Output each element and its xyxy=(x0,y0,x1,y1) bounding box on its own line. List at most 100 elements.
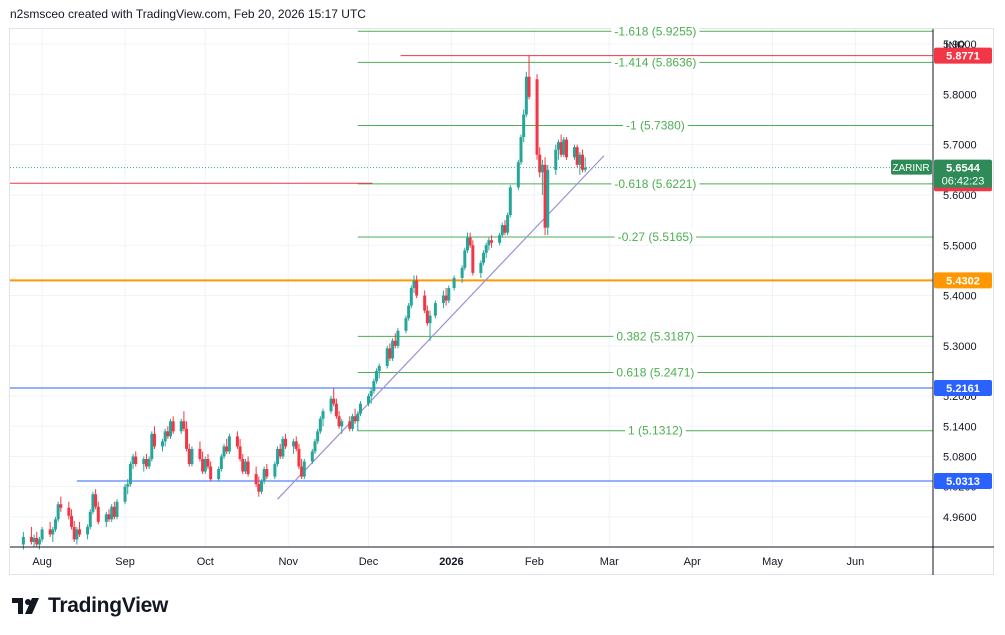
price-badge xyxy=(934,272,992,289)
price-tick-label: 4.9600 xyxy=(943,512,977,524)
fib-label-background xyxy=(625,423,686,438)
candle-body xyxy=(107,514,111,520)
fib-level-label: -1 (5.7380) xyxy=(626,119,685,133)
price-tick-label: 5.1400 xyxy=(943,421,977,433)
candle-body xyxy=(578,154,582,165)
time-tick-label: Nov xyxy=(278,556,298,568)
fib-extension-levels: -1.618 (5.9255) -1.414 (5.8636) -1 (5.7380… xyxy=(357,24,933,438)
chart-header: n2smsceo created with TradingView.com, F… xyxy=(10,7,366,21)
candle-body xyxy=(393,340,397,346)
candle-body xyxy=(292,441,296,447)
fib-level-label: -1.618 (5.9255) xyxy=(614,24,696,38)
price-badge-value: 5.8771 xyxy=(946,51,980,63)
candle-body xyxy=(353,416,357,422)
candle-body xyxy=(169,421,173,437)
candle-body xyxy=(506,215,510,233)
time-tick-label: Aug xyxy=(32,556,52,568)
tradingview-logo[interactable]: TradingView xyxy=(12,594,168,618)
price-badge xyxy=(934,472,992,489)
candle-body xyxy=(559,142,563,155)
candle-body xyxy=(524,76,528,115)
candle-body xyxy=(217,469,221,480)
candle-body xyxy=(254,474,258,485)
candle-body xyxy=(433,303,437,316)
current-price-value: 5.6544 xyxy=(946,163,981,175)
candle-body xyxy=(583,167,587,170)
candle-body xyxy=(356,413,360,422)
price-tick-label: 5.5000 xyxy=(943,240,977,252)
candle-body xyxy=(385,348,389,366)
candle-body xyxy=(316,431,320,442)
time-tick-label: 2026 xyxy=(439,556,463,568)
candle-body xyxy=(209,466,213,480)
candle-body xyxy=(163,431,167,442)
candle-body xyxy=(21,536,25,545)
fib-level-label: -0.27 (5.5165) xyxy=(618,230,693,244)
tradingview-logo-icon xyxy=(12,598,39,614)
bar-countdown: 06:42:23 xyxy=(942,176,985,188)
candle-body xyxy=(508,187,512,216)
candle-body xyxy=(388,348,392,359)
chart-grid xyxy=(10,29,933,547)
price-badge xyxy=(934,47,992,64)
candle-body xyxy=(144,458,148,467)
candle-body xyxy=(171,421,175,432)
candle-body xyxy=(482,252,486,263)
candle-body xyxy=(329,398,333,412)
candle-body xyxy=(160,441,164,447)
time-tick-label: Dec xyxy=(359,556,379,568)
candle-body xyxy=(503,225,507,233)
candle-body xyxy=(465,237,469,251)
candle-body xyxy=(412,280,416,288)
candle-body xyxy=(96,506,100,522)
candle-body xyxy=(112,506,116,517)
candle-body xyxy=(444,295,448,301)
fib-label-background xyxy=(614,229,697,244)
time-tick-label: Sep xyxy=(115,556,135,568)
candle-body xyxy=(94,494,98,507)
candle-body xyxy=(182,421,186,429)
price-tick-label: 5.8000 xyxy=(943,89,977,101)
candle-body xyxy=(126,484,130,487)
fib-label-background xyxy=(611,24,700,39)
candle-body xyxy=(59,504,63,508)
candle-body xyxy=(575,147,579,165)
candle-body xyxy=(564,139,568,158)
candle-body xyxy=(179,421,183,432)
candle-body xyxy=(142,458,146,465)
candle-body xyxy=(546,169,550,228)
candle-body xyxy=(527,76,531,97)
candle-body xyxy=(243,461,247,472)
candle-body xyxy=(340,421,344,427)
candle-body xyxy=(246,461,250,475)
candle-body xyxy=(128,464,132,485)
candle-body xyxy=(190,448,194,465)
candle-body xyxy=(241,458,245,472)
price-tick-label: 5.4000 xyxy=(943,291,977,303)
candle-body xyxy=(300,466,304,477)
price-tick-label: 5.0800 xyxy=(943,451,977,463)
candle-body xyxy=(350,416,354,429)
candle-body xyxy=(332,398,336,404)
candle-body xyxy=(147,458,151,467)
candle-body xyxy=(375,370,379,382)
time-tick-label: May xyxy=(762,556,783,568)
candle-body xyxy=(115,501,119,517)
candle-body xyxy=(479,262,483,273)
candle-body xyxy=(369,391,373,397)
price-badge-value: 5.0313 xyxy=(946,476,980,488)
candle-body xyxy=(72,526,76,540)
time-tick-label: Jun xyxy=(847,556,865,568)
candle-body xyxy=(310,451,314,462)
candle-body xyxy=(56,504,60,520)
price-badge-value: 5.4302 xyxy=(946,275,980,287)
candle-body xyxy=(201,458,205,472)
candle-body xyxy=(452,277,456,288)
candle-body xyxy=(131,456,135,465)
candle-body xyxy=(37,539,41,545)
candle-body xyxy=(516,162,520,188)
candle-body xyxy=(67,507,71,516)
chart-frame xyxy=(9,28,994,575)
candle-body xyxy=(540,164,544,173)
